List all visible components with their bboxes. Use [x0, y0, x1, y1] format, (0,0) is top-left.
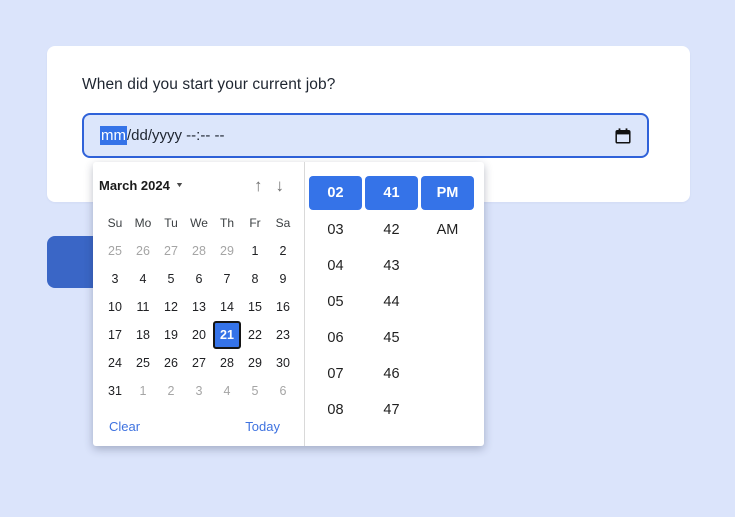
- calendar-day[interactable]: 5: [167, 272, 175, 286]
- calendar-day[interactable]: 8: [251, 272, 259, 286]
- hour-option[interactable]: 08: [327, 402, 344, 418]
- calendar-icon[interactable]: [615, 127, 631, 144]
- calendar-day[interactable]: 17: [108, 328, 122, 342]
- calendar-day[interactable]: 14: [220, 300, 234, 314]
- calendar-day[interactable]: 4: [223, 384, 231, 398]
- calendar-day[interactable]: 27: [192, 356, 206, 370]
- calendar-day[interactable]: 25: [136, 356, 150, 370]
- calendar-day[interactable]: 4: [139, 272, 147, 286]
- calendar-day[interactable]: 7: [223, 272, 231, 286]
- weekday-label: Tu: [164, 216, 178, 230]
- calendar-day[interactable]: 30: [276, 356, 290, 370]
- calendar-day[interactable]: 28: [192, 244, 206, 258]
- hour-option[interactable]: 04: [327, 258, 344, 274]
- calendar-day[interactable]: 23: [276, 328, 290, 342]
- calendar-day[interactable]: 26: [164, 356, 178, 370]
- calendar-pane: March 2024 ▼ ↑ ↓ Su Mo Tu We Th Fr Sa 25 26 27 28…: [93, 162, 304, 446]
- today-button[interactable]: Today: [245, 419, 280, 434]
- prev-month-arrow-icon[interactable]: ↑: [254, 175, 263, 195]
- calendar-day[interactable]: 6: [195, 272, 203, 286]
- minute-option[interactable]: 47: [383, 402, 400, 418]
- time-column-hour: 02 03 04 05 06 07 08: [309, 176, 362, 446]
- popup-divider: [304, 162, 305, 446]
- calendar-day[interactable]: 2: [279, 244, 287, 258]
- calendar-day[interactable]: 3: [111, 272, 119, 286]
- datetime-picker-popup: March 2024 ▼ ↑ ↓ Su Mo Tu We Th Fr Sa 25 26 27 28…: [93, 162, 484, 446]
- weekday-label: We: [190, 216, 208, 230]
- calendar-day[interactable]: 27: [164, 244, 178, 258]
- month-year-label: March 2024: [99, 177, 170, 193]
- dropdown-arrow-icon: ▼: [174, 181, 184, 189]
- calendar-header: March 2024 ▼ ↑ ↓: [99, 175, 294, 195]
- minute-option-selected[interactable]: 41: [365, 176, 418, 210]
- minute-option[interactable]: 46: [383, 366, 400, 382]
- hour-option-selected[interactable]: 02: [309, 176, 362, 210]
- time-column-meridiem: PM AM: [421, 176, 474, 446]
- calendar-day[interactable]: 5: [251, 384, 259, 398]
- calendar-day[interactable]: 18: [136, 328, 150, 342]
- calendar-day[interactable]: 19: [164, 328, 178, 342]
- next-month-arrow-icon[interactable]: ↓: [275, 175, 285, 195]
- datetime-input[interactable]: mm /dd/yyyy --:-- --: [82, 113, 649, 158]
- calendar-day[interactable]: 31: [108, 384, 122, 398]
- month-segment-selected[interactable]: mm: [100, 126, 127, 145]
- calendar-day[interactable]: 15: [248, 300, 262, 314]
- hour-option[interactable]: 07: [327, 366, 344, 382]
- month-nav: ↑ ↓: [254, 177, 294, 194]
- weekday-header-row: Su Mo Tu We Th Fr Sa: [101, 209, 294, 237]
- calendar-day[interactable]: 26: [136, 244, 150, 258]
- calendar-day[interactable]: 24: [108, 356, 122, 370]
- weekday-label: Mo: [134, 216, 152, 230]
- hour-option[interactable]: 03: [327, 222, 344, 238]
- calendar-day-selected[interactable]: 21: [213, 321, 241, 349]
- calendar-day[interactable]: 9: [279, 272, 287, 286]
- month-year-dropdown[interactable]: March 2024 ▼: [99, 177, 184, 193]
- calendar-day[interactable]: 12: [164, 300, 178, 314]
- calendar-day[interactable]: 16: [276, 300, 290, 314]
- calendar-day[interactable]: 25: [108, 244, 122, 258]
- calendar-day[interactable]: 1: [251, 244, 259, 258]
- minute-option[interactable]: 45: [383, 330, 400, 346]
- calendar-day[interactable]: 1: [139, 384, 147, 398]
- calendar-day[interactable]: 20: [192, 328, 206, 342]
- meridiem-option-selected[interactable]: PM: [421, 176, 474, 210]
- weekday-label: Fr: [249, 216, 261, 230]
- calendar-day[interactable]: 11: [136, 300, 150, 314]
- datetime-placeholder[interactable]: /dd/yyyy --:-- --: [127, 127, 225, 144]
- weekday-label: Sa: [275, 216, 291, 230]
- calendar-day[interactable]: 6: [279, 384, 287, 398]
- hour-option[interactable]: 06: [327, 330, 344, 346]
- calendar-day[interactable]: 22: [248, 328, 262, 342]
- time-column-minute: 41 42 43 44 45 46 47: [365, 176, 418, 446]
- minute-option[interactable]: 44: [383, 294, 400, 310]
- calendar-day[interactable]: 10: [108, 300, 122, 314]
- weekday-label: Th: [219, 216, 234, 230]
- minute-option[interactable]: 42: [383, 222, 400, 238]
- question-label: When did you start your current job?: [82, 76, 336, 93]
- meridiem-option[interactable]: AM: [436, 222, 459, 238]
- calendar-grid: 25 26 27 28 29 1 2 3 4 5 6 7 8 9 10 11 12 13 14 15 16 17 18 19 2…: [101, 237, 294, 405]
- calendar-day[interactable]: 28: [220, 356, 234, 370]
- weekday-label: Su: [107, 216, 123, 230]
- calendar-day[interactable]: 13: [192, 300, 206, 314]
- minute-option[interactable]: 43: [383, 258, 400, 274]
- calendar-day[interactable]: 3: [195, 384, 203, 398]
- calendar-day[interactable]: 29: [248, 356, 262, 370]
- calendar-day[interactable]: 29: [220, 244, 234, 258]
- calendar-footer: Clear Today: [99, 419, 294, 436]
- clear-button[interactable]: Clear: [109, 419, 141, 434]
- hour-option[interactable]: 05: [327, 294, 344, 310]
- time-pane: 02 03 04 05 06 07 08 41 42 43 44 45 46 47 PM AM: [305, 162, 484, 446]
- calendar-day[interactable]: 2: [167, 384, 175, 398]
